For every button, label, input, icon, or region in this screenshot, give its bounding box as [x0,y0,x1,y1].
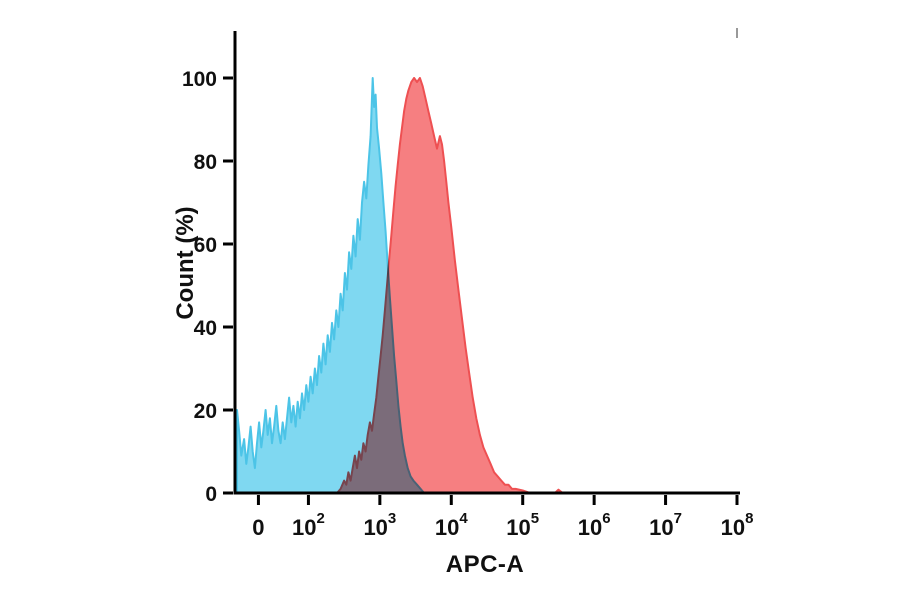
x-tick-label: 106 [578,510,611,540]
x-tick-label: 108 [721,510,754,540]
x-tick-label: 105 [506,510,539,540]
x-tick-label: 0 [252,515,264,540]
x-tick-label: 104 [435,510,468,540]
x-tick-label: 107 [649,510,682,540]
x-axis-title: APC-A [445,551,525,578]
x-tick-label: 102 [292,510,325,540]
y-tick-label: 100 [182,68,217,91]
y-tick-label: 80 [194,151,217,174]
y-tick-label: 20 [194,400,217,423]
y-tick-label: 0 [205,483,217,506]
y-tick-label: 60 [194,234,217,257]
x-tick-label: 103 [363,510,396,540]
series-red-histogram [336,77,564,494]
y-tick-label: 40 [194,317,217,340]
